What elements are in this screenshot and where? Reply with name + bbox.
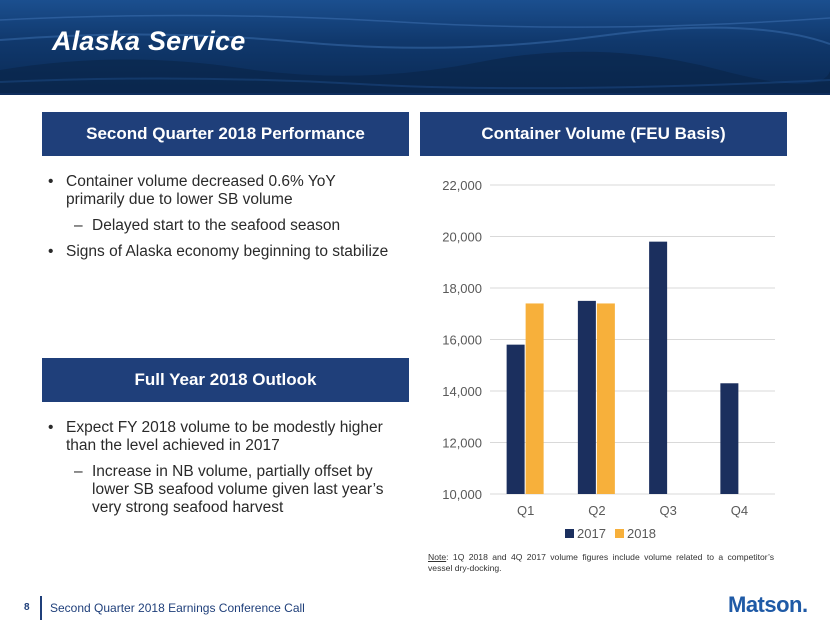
bullet-item: • Signs of Alaska economy beginning to s… [48, 243, 393, 261]
bullet-item: • Expect FY 2018 volume to be modestly h… [48, 419, 398, 455]
dash-icon: – [74, 463, 83, 480]
x-tick-label: Q2 [588, 503, 605, 518]
sub-bullet-item: – Delayed start to the seafood season [48, 217, 393, 235]
y-tick-label: 14,000 [442, 384, 482, 399]
y-tick-label: 22,000 [442, 178, 482, 193]
sub-bullet-text: Increase in NB volume, partially offset … [92, 463, 384, 516]
chart-note: Note: 1Q 2018 and 4Q 2017 volume figures… [428, 552, 774, 574]
ocean-wave-background [0, 14, 830, 93]
legend-swatch-2017 [565, 529, 574, 538]
x-tick-label: Q3 [659, 503, 676, 518]
container-volume-banner: Container Volume (FEU Basis) [420, 112, 787, 156]
legend-layer: 2017 2018 [565, 526, 656, 541]
container-volume-chart: 10,000 12,000 14,000 16,000 18,000 20,000 22,0… [442, 178, 775, 541]
slide-title: Alaska Service [52, 26, 246, 56]
performance-bullets: • Container volume decreased 0.6% YoY pr… [48, 173, 393, 261]
header-divider [0, 93, 830, 95]
bar-2017-q2 [577, 300, 596, 494]
bar-2017-q1 [506, 344, 525, 494]
outlook-banner: Full Year 2018 Outlook [42, 358, 409, 402]
label-layer: 10,000 12,000 14,000 16,000 18,000 20,000 22,0… [442, 178, 748, 518]
y-tick-label: 12,000 [442, 436, 482, 451]
bullet-dot-icon: • [48, 243, 54, 260]
legend-label: 2017 [577, 526, 606, 541]
bullet-text: Expect FY 2018 volume to be modestly hig… [66, 419, 383, 454]
dash-icon: – [74, 217, 83, 234]
y-tick-label: 16,000 [442, 333, 482, 348]
bullet-text: Container volume decreased 0.6% YoY prim… [66, 173, 336, 208]
bar-2017-q3 [649, 241, 668, 494]
y-tick-label: 18,000 [442, 281, 482, 296]
x-tick-label: Q1 [517, 503, 534, 518]
matson-logo: Matson. [728, 592, 808, 617]
page-number: 8 [24, 602, 30, 613]
bar-2017-q4 [720, 383, 739, 494]
y-tick-label: 20,000 [442, 230, 482, 245]
sub-bullet-item: – Increase in NB volume, partially offse… [48, 463, 398, 517]
note-label: Note [428, 552, 447, 562]
bullet-dot-icon: • [48, 173, 54, 190]
bar-layer [506, 241, 739, 494]
sub-bullet-text: Delayed start to the seafood season [92, 217, 341, 234]
bullet-text: Signs of Alaska economy beginning to sta… [66, 243, 389, 260]
bar-2018-q2 [596, 303, 615, 494]
bullet-dot-icon: • [48, 419, 54, 436]
footer-text: Second Quarter 2018 Earnings Conference … [50, 601, 305, 615]
x-tick-label: Q4 [731, 503, 748, 518]
legend-label: 2018 [627, 526, 656, 541]
bullet-item: • Container volume decreased 0.6% YoY pr… [48, 173, 393, 209]
header-band: Alaska Service [0, 0, 830, 93]
outlook-bullets: • Expect FY 2018 volume to be modestly h… [48, 419, 398, 517]
legend-swatch-2018 [615, 529, 624, 538]
bar-2018-q1 [525, 303, 544, 494]
note-text: : 1Q 2018 and 4Q 2017 volume figures inc… [428, 552, 774, 573]
performance-banner: Second Quarter 2018 Performance [42, 112, 409, 156]
footer-divider [40, 596, 42, 620]
y-tick-label: 10,000 [442, 487, 482, 502]
